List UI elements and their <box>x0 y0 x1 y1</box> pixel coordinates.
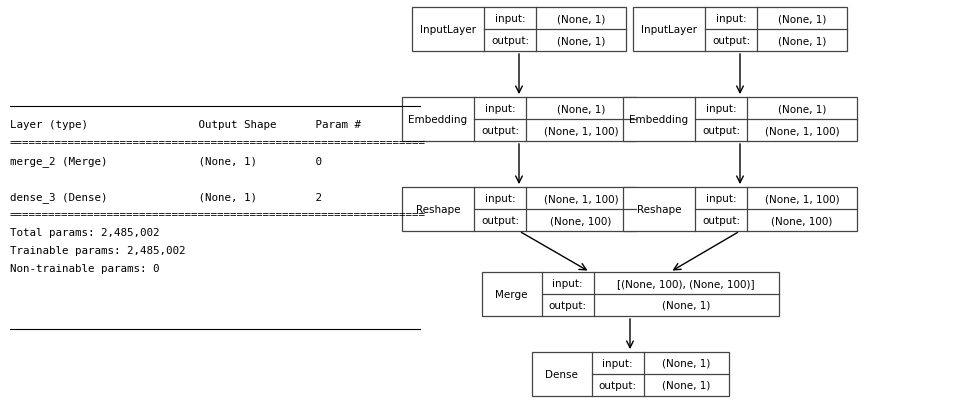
Text: (None, 100): (None, 100) <box>771 216 833 225</box>
Text: input:: input: <box>705 104 736 114</box>
Text: Dense: Dense <box>545 369 578 379</box>
Bar <box>623 98 857 142</box>
Text: Reshape: Reshape <box>636 204 681 214</box>
Text: (None, 1): (None, 1) <box>662 300 710 310</box>
Text: Embedding: Embedding <box>630 115 689 125</box>
Text: output:: output: <box>712 36 750 46</box>
Text: output:: output: <box>481 216 519 225</box>
Bar <box>633 8 847 52</box>
Bar <box>412 8 626 52</box>
Bar <box>481 272 778 316</box>
Text: (None, 1, 100): (None, 1, 100) <box>765 194 839 204</box>
Text: (None, 1): (None, 1) <box>778 14 826 24</box>
Text: (None, 1, 100): (None, 1, 100) <box>765 126 839 136</box>
Text: Trainable params: 2,485,002: Trainable params: 2,485,002 <box>10 245 186 255</box>
Text: ================================================================: ========================================… <box>10 209 426 219</box>
Text: output:: output: <box>701 126 740 136</box>
Text: (None, 1, 100): (None, 1, 100) <box>544 126 618 136</box>
Text: (None, 1): (None, 1) <box>557 104 605 114</box>
Text: Total params: 2,485,002: Total params: 2,485,002 <box>10 228 160 237</box>
Bar <box>623 188 857 231</box>
Text: input:: input: <box>484 104 515 114</box>
Text: input:: input: <box>705 194 736 204</box>
Text: ================================================================: ========================================… <box>10 138 426 147</box>
Text: (None, 1): (None, 1) <box>778 36 826 46</box>
Text: (None, 1): (None, 1) <box>557 14 605 24</box>
Text: input:: input: <box>716 14 746 24</box>
Text: input:: input: <box>484 194 515 204</box>
Text: dense_3 (Dense)              (None, 1)         2: dense_3 (Dense) (None, 1) 2 <box>10 192 322 202</box>
Text: Embedding: Embedding <box>409 115 468 125</box>
Text: (None, 100): (None, 100) <box>550 216 612 225</box>
Bar <box>402 188 636 231</box>
Text: output:: output: <box>598 380 636 390</box>
Text: Merge: Merge <box>496 289 527 299</box>
Text: output:: output: <box>701 216 740 225</box>
Text: (None, 1, 100): (None, 1, 100) <box>544 194 618 204</box>
Text: Layer (type)                 Output Shape      Param #: Layer (type) Output Shape Param # <box>10 120 361 130</box>
Text: InputLayer: InputLayer <box>641 25 697 35</box>
Text: input:: input: <box>602 358 633 368</box>
Text: input:: input: <box>495 14 525 24</box>
Text: (None, 1): (None, 1) <box>662 380 710 390</box>
Text: output:: output: <box>491 36 529 46</box>
Text: merge_2 (Merge)              (None, 1)         0: merge_2 (Merge) (None, 1) 0 <box>10 156 322 166</box>
Text: Reshape: Reshape <box>415 204 460 214</box>
Text: output:: output: <box>548 300 587 310</box>
Text: (None, 1): (None, 1) <box>557 36 605 46</box>
Text: output:: output: <box>481 126 519 136</box>
Text: (None, 1): (None, 1) <box>778 104 826 114</box>
Bar <box>531 352 728 396</box>
Text: (None, 1): (None, 1) <box>662 358 710 368</box>
Bar <box>402 98 636 142</box>
Text: input:: input: <box>552 278 583 288</box>
Text: [(None, 100), (None, 100)]: [(None, 100), (None, 100)] <box>617 278 755 288</box>
Text: InputLayer: InputLayer <box>420 25 476 35</box>
Text: Non-trainable params: 0: Non-trainable params: 0 <box>10 263 160 273</box>
